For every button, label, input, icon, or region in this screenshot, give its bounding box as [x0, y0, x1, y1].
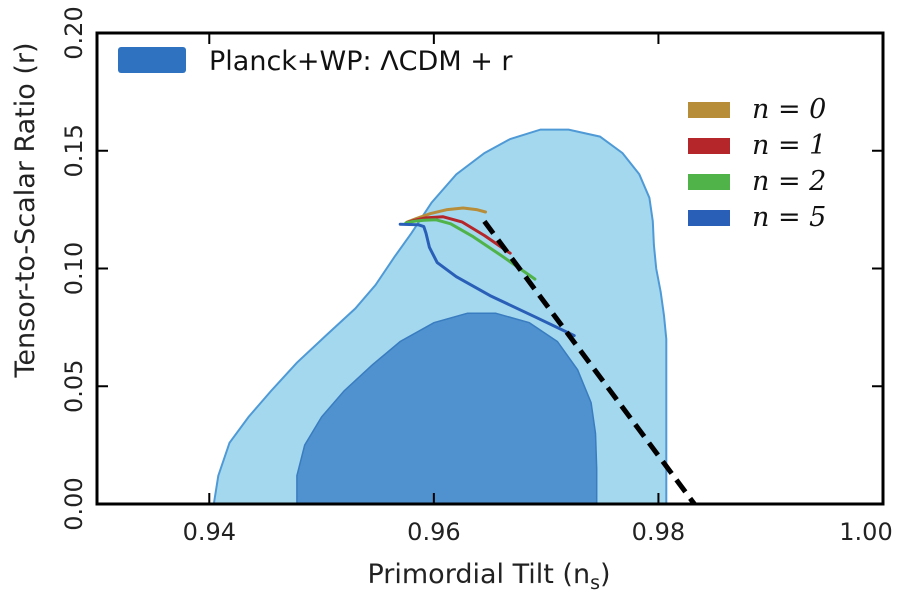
series-line-2	[404, 218, 537, 281]
y-tick-label: 0.00	[60, 477, 88, 530]
legend-label-n0: n = 0	[752, 94, 826, 125]
legend-swatch-n5	[688, 210, 730, 226]
ticks-layer	[97, 32, 884, 505]
x-tick-label: 1.00	[839, 518, 892, 546]
x-tick-label: 0.96	[407, 518, 460, 546]
x-tick-label: 0.94	[183, 518, 236, 546]
y-tick-label: 0.20	[60, 6, 88, 59]
legend-label-n2: n = 2	[752, 166, 826, 197]
y-tick-label: 0.05	[60, 360, 88, 413]
series-line-3	[398, 222, 576, 338]
legend-swatch-n1	[688, 138, 730, 154]
x-axis-label-close: )	[600, 559, 611, 590]
legend-planck-swatch	[118, 47, 186, 73]
x-tick-labels: 0.94 0.96 0.98 1.00	[183, 518, 893, 546]
y-tick-labels: 0.00 0.05 0.10 0.15 0.20	[60, 6, 88, 530]
y-axis-label: Tensor-to-Scalar Ratio (r)	[10, 42, 41, 378]
series-layer	[398, 206, 576, 338]
dashed-trend-line	[482, 219, 697, 506]
legend-swatch-n2	[688, 174, 730, 190]
y-tick-label: 0.15	[60, 124, 88, 177]
legend-label-n1: n = 1	[752, 130, 826, 161]
x-axis-label-sub: s	[590, 572, 600, 592]
legend-label-n5: n = 5	[752, 202, 826, 233]
y-tick-label: 0.10	[60, 242, 88, 295]
legend-n: n = 0 n = 1 n = 2 n = 5	[688, 94, 826, 233]
legend-planck: Planck+WP: ΛCDM + r	[118, 46, 513, 77]
plot-area	[212, 128, 697, 506]
x-tick-label: 0.98	[632, 518, 685, 546]
x-axis-label-main: Primordial Tilt (n	[367, 559, 590, 590]
legend-swatch-n0	[688, 102, 730, 118]
legend-planck-label: Planck+WP: ΛCDM + r	[209, 46, 513, 77]
x-axis-label: Primordial Tilt (ns)	[367, 559, 610, 592]
inner-contour-68	[296, 312, 598, 505]
